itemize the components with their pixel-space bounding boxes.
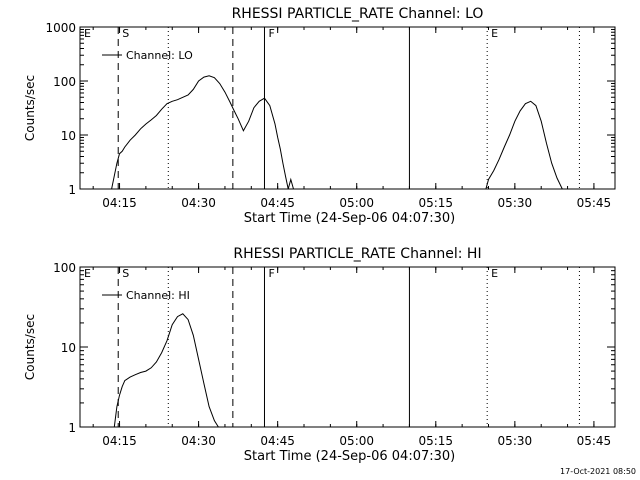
x-tick-label: 04:30 [181, 434, 216, 448]
x-tick-label: 05:15 [418, 196, 453, 210]
event-marker-label: E [491, 267, 498, 280]
event-marker-label: F [268, 27, 274, 40]
y-tick-label: 10 [61, 341, 76, 355]
x-tick-label: 05:30 [498, 196, 533, 210]
event-marker-label: S [122, 267, 129, 280]
x-tick-label: 04:15 [102, 196, 137, 210]
y-axis-label: Counts/sec [23, 75, 37, 141]
x-tick-label: 05:45 [577, 196, 612, 210]
event-marker-label: E [491, 27, 498, 40]
series-group [111, 75, 563, 189]
x-tick-label: 04:30 [181, 196, 216, 210]
x-tick-label: 05:45 [577, 434, 612, 448]
x-axis-label: Start Time (24-Sep-06 04:07:30) [244, 449, 455, 464]
event-marker-label: E [84, 267, 91, 280]
y-tick-label: 10 [61, 129, 76, 143]
event-marker-label: F [268, 267, 274, 280]
chart-panel-lo: RHESSI PARTICLE_RATE Channel: LO Start Ti… [23, 6, 616, 226]
legend-label: Channel: LO [126, 49, 193, 62]
x-tick-label: 04:15 [102, 434, 137, 448]
y-tick-label: 1 [68, 183, 76, 197]
chart-panel-hi: RHESSI PARTICLE_RATE Channel: HI Start Ti… [23, 246, 616, 464]
footer-timestamp: 17-Oct-2021 08:50 [560, 467, 636, 476]
y-axis-label: Counts/sec [23, 314, 37, 380]
x-axis-label: Start Time (24-Sep-06 04:07:30) [244, 211, 455, 226]
series-line [485, 100, 563, 189]
event-marker-label: E [84, 27, 91, 40]
event-marker-label: S [122, 27, 129, 40]
series-line [111, 75, 294, 189]
x-tick-label: 05:30 [498, 434, 533, 448]
chart-title: RHESSI PARTICLE_RATE Channel: LO [232, 6, 484, 22]
legend-label: Channel: HI [126, 289, 190, 302]
y-tick-label: 1 [68, 421, 76, 435]
y-tick-label: 1000 [45, 21, 76, 35]
y-tick-label: 100 [53, 261, 76, 275]
x-tick-label: 05:00 [339, 196, 374, 210]
x-tick-label: 05:00 [339, 434, 374, 448]
chart-title: RHESSI PARTICLE_RATE Channel: HI [233, 246, 481, 262]
plot-frame [79, 26, 616, 190]
x-tick-label: 04:45 [260, 434, 295, 448]
x-tick-label: 05:15 [418, 434, 453, 448]
series-group [113, 313, 219, 427]
x-tick-label: 04:45 [260, 196, 295, 210]
series-line [113, 313, 219, 427]
y-tick-label: 100 [53, 75, 76, 89]
